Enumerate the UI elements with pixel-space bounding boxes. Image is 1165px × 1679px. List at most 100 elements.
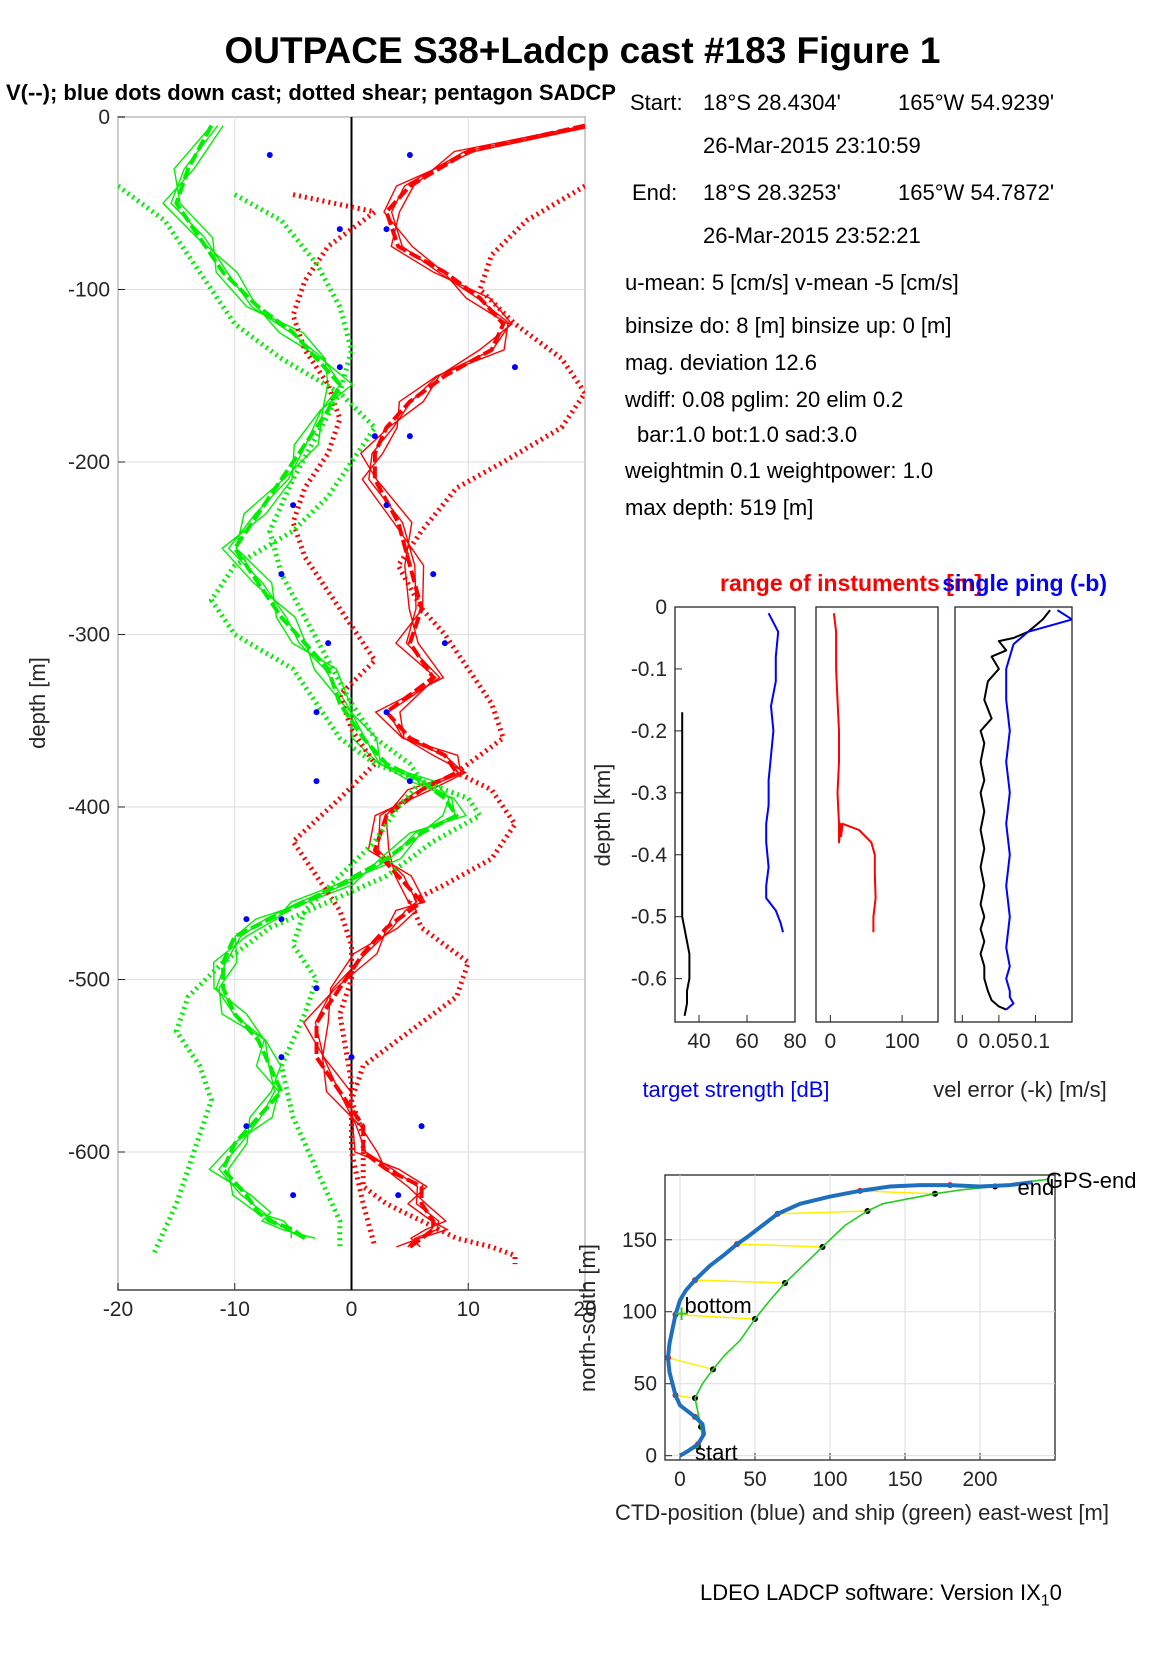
velocity-ylabel: depth [m] [25, 657, 50, 749]
target-strength-plot-ytick-label: -0.1 [631, 658, 667, 681]
ship-marker [782, 1279, 788, 1286]
down-cast-dot [290, 502, 297, 509]
velocity-plot-xtick-label: -20 [103, 1298, 133, 1321]
target-strength-plot-ytick-label: 0 [655, 596, 667, 619]
vel-error-plot-frame [954, 606, 1073, 1023]
down-cast-dot [395, 1192, 402, 1199]
track-plot-ytick-label: 100 [622, 1301, 657, 1324]
velocity-plot-thin-3-0 [173, 125, 450, 1239]
bar-text: bar:1.0 bot:1.0 sad:3.0 [637, 422, 858, 447]
gps-end-label: GPS-end [1046, 1168, 1137, 1193]
velocity-plot-axes: -20 -10 0 10 200-100-200-300-400-500-600 [68, 106, 597, 1321]
software-version-text: LDEO LADCP software: Version IX [700, 1580, 1041, 1605]
ctd-marker [692, 1277, 698, 1284]
track-link [675, 1313, 756, 1320]
ctd-marker [774, 1210, 781, 1217]
single-ping-title: single ping (-b) [942, 570, 1107, 596]
velocity-plot-series-4 [118, 183, 483, 1257]
track-plot-xtick-label: 50 [743, 1468, 766, 1491]
velocity-plot-series-0 [314, 123, 585, 1249]
target-strength-plot-ytick-label: -0.4 [631, 844, 668, 867]
target-strength-xlabel: target strength [dB] [642, 1077, 829, 1102]
figure-subtitle: V(--); blue dots down cast; dotted shear… [6, 80, 616, 105]
down-cast-dot [313, 709, 320, 716]
range-plot-frame [815, 606, 939, 1023]
start-label: start [695, 1440, 738, 1465]
down-cast-dot [383, 226, 390, 233]
ctd-marker [672, 1311, 679, 1318]
software-version: LDEO LADCP software: Version IX10 [700, 1580, 1062, 1610]
start-time: 26-Mar-2015 23:10:59 [703, 133, 921, 158]
mag-deviation-text: mag. deviation 12.6 [625, 350, 818, 375]
velocity-plot-ytick-label: -200 [68, 451, 110, 474]
ship-marker [864, 1207, 871, 1214]
down-cast-dot [290, 1192, 297, 1199]
target-strength-plot-axes: 40 60 80 0 -0.1 -0.2 -0.3 -0.4 -0.5 -0.6 [631, 596, 807, 1053]
down-cast-dot [313, 985, 320, 992]
track-link [694, 1416, 702, 1428]
end-time: 26-Mar-2015 23:52:21 [703, 223, 921, 248]
range-plot-axes: 0 100 [815, 606, 939, 1053]
end-lon: 165°W 54.7872' [898, 180, 1055, 205]
target-strength-plot-xtick-label: 80 [783, 1030, 806, 1053]
ctd-marker [857, 1187, 863, 1194]
down-cast-dot [406, 151, 413, 158]
velocity-plot-xtick-label: -10 [220, 1298, 250, 1321]
track-link [949, 1184, 996, 1188]
velocity-plot-thin-0-1 [302, 127, 585, 1248]
velocity-plot-thin-0-0 [321, 124, 585, 1248]
figure-title: OUTPACE S38+Ladcp cast #183 Figure 1 [224, 30, 941, 71]
down-cast-dot [418, 1123, 425, 1130]
mean-velocity: u-mean: 5 [cm/s] v-mean -5 [cm/s] [625, 270, 959, 295]
track-link [694, 1279, 786, 1284]
target-strength-plot-series-1 [681, 712, 691, 1016]
bottom-marker: + [674, 1299, 689, 1329]
velocity-plot-ytick-label: -100 [68, 279, 110, 302]
track-link [777, 1210, 868, 1215]
velocity-plot-thin-0-2 [314, 126, 585, 1248]
wdiff-text: wdiff: 0.08 pglim: 20 elim 0.2 [625, 387, 904, 412]
ship-marker [698, 1423, 704, 1430]
end-label: End: [632, 180, 678, 205]
track-plot-frame [664, 1174, 1056, 1461]
down-cast-dot [278, 916, 285, 923]
ship-marker [992, 1183, 998, 1190]
down-cast-dot [348, 1054, 355, 1061]
vel-error-plot-xtick-label: 0.1 [1021, 1030, 1050, 1053]
track-link [675, 1394, 696, 1399]
target-strength-plot-ytick-label: -0.3 [631, 782, 667, 805]
target-strength-plot-ytick-label: -0.6 [631, 968, 667, 991]
max-depth-text: max depth: 519 [m] [625, 495, 814, 520]
software-version-subscript: 1 [1040, 1592, 1050, 1610]
range-plot-xtick-label: 100 [885, 1030, 920, 1053]
velocity-plot-ytick-label: 0 [98, 106, 110, 129]
ship-marker [692, 1395, 698, 1402]
target-strength-plot-ytick-label: -0.5 [631, 906, 667, 929]
vel-error-xlabel: vel error (-k) [m/s] [933, 1077, 1107, 1102]
ctd-marker [947, 1182, 953, 1189]
vel-error-plot-xtick-label: 0.05 [978, 1030, 1019, 1053]
velocity-plot-series-2 [290, 192, 378, 1248]
down-cast-dot [243, 916, 250, 923]
down-cast-dot [313, 778, 320, 785]
velocity-plot-ytick-label: -400 [68, 796, 110, 819]
velocity-plot-series-1 [349, 183, 585, 1265]
velocity-plot-frame [117, 116, 586, 1291]
end-lat: 18°S 28.3253' [703, 180, 841, 205]
track-plot-xtick-label: 150 [887, 1468, 922, 1491]
velocity-plot-xtick-label: 20 [573, 1298, 596, 1321]
velocity-plot-xtick-label: 0 [346, 1298, 358, 1321]
down-cast-dot [325, 640, 332, 647]
vel-error-plot-axes: 0 0.05 0.1 [954, 606, 1073, 1053]
velocity-plot-thin-3-2 [170, 125, 456, 1239]
range-title: range of instuments [m] [720, 570, 982, 596]
track-link [859, 1190, 936, 1195]
start-lon: 165°W 54.9239' [898, 90, 1055, 115]
ctd-marker [665, 1354, 671, 1361]
target-strength-plot-frame [674, 606, 796, 1023]
down-cast-dot [266, 151, 273, 158]
range-plot-series-0 [832, 613, 877, 933]
track-plot-xtick-label: 0 [674, 1468, 686, 1491]
down-cast-dot [441, 640, 448, 647]
